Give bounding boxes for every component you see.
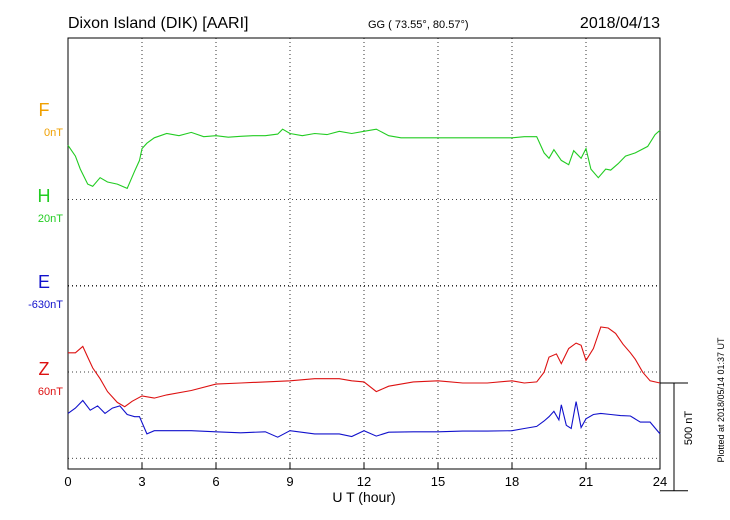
x-axis-ticks: 0 3 6 9 12 15 18 21 24 — [64, 463, 667, 489]
channel-baseline-F: 0nT — [44, 127, 63, 139]
series-line-H — [67, 128, 661, 190]
geographic-coords: GG ( 73.55°, 80.57°) — [368, 19, 469, 31]
x-tick-label: 12 — [357, 474, 371, 489]
series-line-E — [67, 399, 661, 438]
scale-bar — [660, 382, 688, 492]
series-lines — [67, 128, 661, 438]
channel-labels: F 0nT H 20nT E -630nT Z 60nT — [28, 100, 63, 398]
channel-name-E: E — [38, 272, 50, 292]
x-tick-label: 18 — [505, 474, 519, 489]
plotted-timestamp: Plotted at 2018/05/14 01:37 UT — [716, 337, 726, 463]
station-title: Dixon Island (DIK) [AARI] — [68, 15, 249, 32]
channel-baseline-H: 20nT — [38, 213, 63, 225]
x-axis-title: U T (hour) — [332, 489, 395, 505]
grid-lines — [68, 38, 660, 469]
series-line-Z — [68, 326, 661, 408]
x-tick-label: 3 — [138, 474, 145, 489]
scale-bar-label: 500 nT — [683, 411, 695, 446]
channel-name-H: H — [38, 186, 51, 206]
x-tick-label: 0 — [64, 474, 71, 489]
x-tick-label: 6 — [212, 474, 219, 489]
x-tick-label: 15 — [431, 474, 445, 489]
x-tick-label: 21 — [579, 474, 593, 489]
channel-name-F: F — [39, 100, 50, 120]
channel-baseline-E: -630nT — [28, 299, 63, 311]
x-tick-label: 24 — [653, 474, 667, 489]
channel-name-Z: Z — [39, 359, 50, 379]
date-label: 2018/04/13 — [580, 15, 660, 32]
channel-baseline-Z: 60nT — [38, 386, 63, 398]
x-tick-label: 9 — [286, 474, 293, 489]
